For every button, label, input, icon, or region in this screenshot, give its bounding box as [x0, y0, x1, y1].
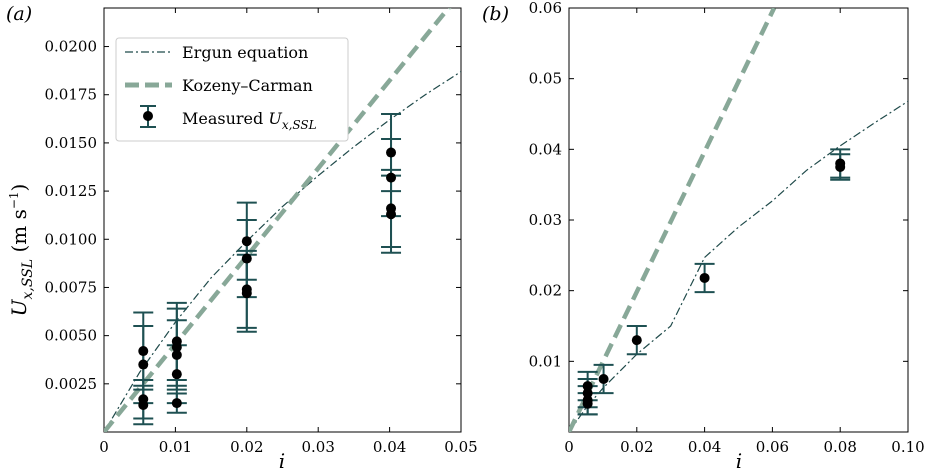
data-point: [138, 359, 149, 370]
data-point: [699, 272, 710, 283]
panel-label-a: (a): [6, 3, 32, 25]
x-tick-label: 0.04: [373, 438, 406, 456]
y-axis-label: Ux,SSL (m s−1): [7, 184, 36, 317]
y-tick-label: 0.0050: [45, 327, 98, 345]
data-point: [171, 398, 182, 409]
y-tick-label: 0.0200: [45, 38, 98, 56]
y-tick-label: 0.0175: [45, 86, 98, 104]
panel-label-b: (b): [482, 3, 509, 25]
x-tick-label: 0.08: [823, 438, 856, 456]
y-tick-label: 0.0075: [45, 278, 98, 296]
legend-frame: [115, 37, 349, 142]
x-axis-label-b: i: [736, 449, 742, 473]
x-tick-label: 0.02: [230, 438, 263, 456]
data-point: [582, 398, 593, 409]
data-point: [835, 162, 846, 172]
data-point: [582, 381, 593, 392]
chart-panel-a: 0 0.01 0.02 0.03 0.04 0.05 0.0025 0.0050 0.0075 0…: [45, 7, 478, 456]
y-tick-label: 0.0025: [45, 375, 98, 393]
x-tick-label: 0: [99, 438, 109, 456]
y-tick-label: 0.06: [529, 0, 562, 17]
chart-panel-b: 0 0.02 0.04 0.06 0.08 0.10 0.01 0.02 0.03 0.04 0.0…: [529, 0, 925, 456]
y-tick-label: 0.03: [529, 211, 562, 229]
x-tick-label: 0.06: [756, 438, 789, 456]
legend-measured-label: Measured Ux,SSL: [182, 109, 317, 132]
x-tick-label: 0.03: [301, 438, 334, 456]
data-point: [171, 369, 182, 380]
plot-area: [104, 8, 461, 432]
data-point: [631, 335, 642, 346]
legend-ergun-label: Ergun equation: [182, 43, 308, 62]
ergun-line: [104, 71, 461, 432]
legend-marker: [143, 111, 153, 121]
legend-measured-swatch: [140, 105, 156, 128]
plot-frame: [103, 7, 462, 433]
kozeny-carman-line: [104, 8, 452, 432]
data-point: [138, 346, 149, 357]
legend-kozeny-label: Kozeny–Carman: [182, 76, 313, 95]
data-point: [241, 236, 252, 247]
data-point: [598, 374, 609, 384]
y-tick-label: 0.04: [529, 140, 562, 158]
ergun-line: [569, 100, 908, 432]
y-tick-label: 0.05: [529, 70, 562, 88]
data-point: [582, 388, 593, 399]
y-tick-label: 0.0150: [45, 134, 98, 152]
kozeny-carman-line: [569, 8, 777, 432]
data-point: [386, 209, 397, 220]
plot-frame: [568, 7, 909, 433]
x-tick-label: 0.04: [688, 438, 721, 456]
svg-text:Ux,SSL (m s−1): Ux,SSL (m s−1): [7, 184, 36, 317]
y-tick-label: 0.01: [529, 352, 562, 370]
data-point: [171, 342, 182, 353]
x-tick-label: 0.10: [891, 438, 924, 456]
y-tick-label: 0.02: [529, 282, 562, 300]
data-point: [138, 400, 149, 411]
data-point: [241, 253, 252, 264]
y-tick-label: 0.0100: [45, 230, 98, 248]
legend: Ergun equation Kozeny–Carman Measured Ux…: [115, 37, 349, 142]
data-point: [241, 288, 252, 299]
plot-area: [569, 8, 908, 432]
x-tick-label: 0: [564, 438, 574, 456]
x-axis-label-a: i: [279, 449, 285, 473]
x-tick-label: 0.02: [620, 438, 653, 456]
data-point: [171, 349, 182, 360]
y-tick-label: 0.0125: [45, 182, 98, 200]
data-point: [386, 147, 397, 158]
x-tick-label: 0.01: [159, 438, 192, 456]
x-tick-label: 0.05: [444, 438, 477, 456]
data-point: [386, 172, 397, 183]
